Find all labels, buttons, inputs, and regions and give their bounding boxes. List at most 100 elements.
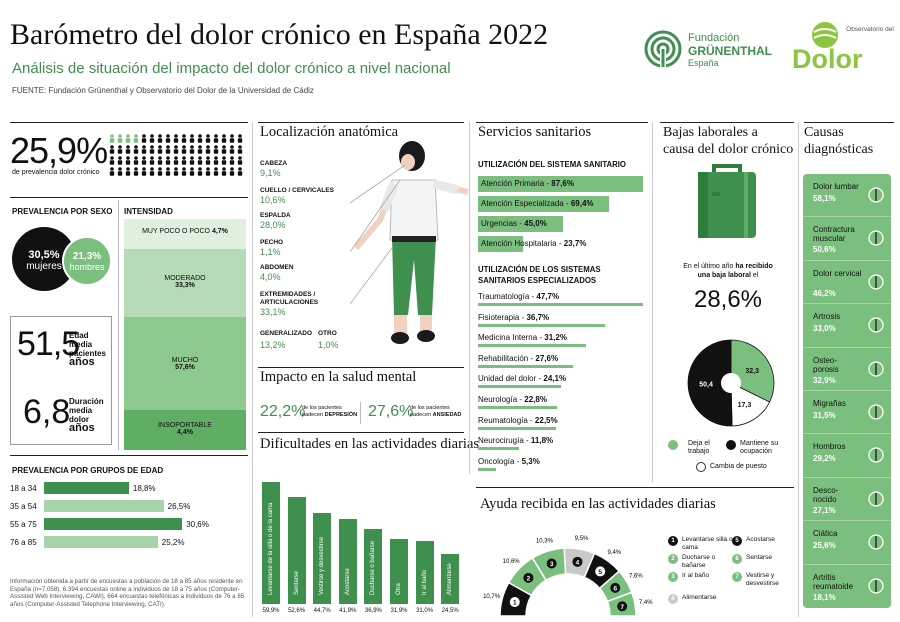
spec-title2: SANITARIOS ESPECIALIZADOS [478,276,597,285]
person-icon [141,145,147,154]
difficulty-bar-label: Alimentarse [447,563,454,595]
difficulty-bar: Vestirse y desvestirse [313,512,332,604]
otro-label: OTRO [318,330,337,337]
grunenthal-logo-icon [644,30,682,68]
help-arc-value: 9,4% [607,550,621,556]
leave-value: 28,6% [693,286,763,313]
anatomy-item-label: ESPALDA [260,212,291,219]
cause-item: Artrosis 33,0% [803,304,891,348]
spec-label-text: Fisioterapia - [478,312,527,322]
anatomy-item-value: 1,1% [260,247,281,257]
person-icon [133,134,139,143]
person-icon [125,134,131,143]
anatomy-item-label: EXTREMIDADES / ARTICULACIONES [260,291,319,306]
causes-title2: diagnósticas [804,142,874,157]
person-icon [117,156,123,165]
age-group-bar [44,482,129,494]
age-group-value: 25,2% [161,538,185,547]
pie-label: 32,3 [745,368,759,375]
help-arc-key: 4 [576,559,580,566]
help-legend-label: Alimentarse [682,594,717,601]
anatomy-item-label: ABDOMEN [260,264,294,271]
cause-value: 33,0% [813,324,836,334]
difficulty-bar-label: Ducharse o bañarse [370,540,377,595]
cause-item: Dolor cervical 46,2% [803,261,891,305]
help-arc-key-dot [523,572,534,583]
leg-icon [868,534,884,550]
use-value: 87,6% [551,179,574,188]
spec-bar [478,385,562,389]
person-icon [229,145,235,154]
person-icon [125,145,131,154]
person-icon [197,145,203,154]
logo1-line1: Fundación [688,32,740,44]
help-legend-key: 6 [732,554,742,564]
age-group-bar [44,536,158,548]
anxiety-value: 27,6% [368,403,414,420]
difficulty-bar-label: Otra [396,583,402,595]
person-icon [189,134,195,143]
difficulty-bar: Alimentarse [441,554,460,604]
difficulties-title: Dificultades en las actividades diarias [260,436,480,452]
depression-text1: de los pacientes [302,405,342,411]
anatomy-item: ESPALDA 28,0% [260,212,360,230]
spec-bar [478,447,519,451]
person-icon [197,167,203,176]
person-icon [165,134,171,143]
anatomy-item-value: 4,0% [260,272,281,282]
cause-item: Hombros 29,2% [803,434,891,478]
use-chart: Atención Primaria - 87,6% Atención Especi… [478,176,646,256]
leave-text2: ha recibido [735,263,773,270]
person-icon [237,145,243,154]
person-icon [157,167,163,176]
age-label2: pacientes [69,349,106,358]
help-legend-label: Acostarse [746,536,775,543]
person-icon [205,145,211,154]
person-icon [149,145,155,154]
cause-value: 50,6% [813,245,836,255]
help-arc-value: 10,3% [536,539,554,545]
help-legend-key: 4 [668,594,678,604]
anatomy-item-label: PECHO [260,239,284,246]
help-legend-key: 2 [668,554,678,564]
leave-title1: Bajas laborales a [663,125,758,140]
person-icon [149,156,155,165]
person-icon [141,134,147,143]
use-label: Urgencias - 45,0% [481,219,547,228]
person-icon [181,134,187,143]
women-label: mujeres [26,261,62,272]
person-icon [221,167,227,176]
difficulty-bar-label: Levantarse de la silla o de la cama [268,502,274,595]
duration-unit: años [69,422,95,434]
person-icon [149,134,155,143]
logo2-top: Observatorio del [846,26,894,33]
help-arc-key: 7 [620,604,624,611]
cause-label: Osteo- porosis [813,355,839,374]
briefcase-icon [698,164,756,238]
person-icon [173,156,179,165]
pelvis-icon [868,360,884,377]
cause-value: 32,9% [813,375,836,385]
logo1-line3: España [688,58,719,68]
use-label-text: Atención Primaria - [481,179,552,188]
person-icon [237,134,243,143]
spec-label-text: Neurocirugía - [478,436,531,446]
leave-pie-chart: 32,3 17,3 50,4 [687,339,775,427]
person-icon [117,134,123,143]
spine-icon [868,187,884,203]
person-icon [125,167,131,176]
difficulty-bar: Ducharse o bañarse [364,528,383,604]
person-icon [205,134,211,143]
neck-icon [868,274,884,290]
help-legend-label: Vestirse y desvestirse [746,572,779,587]
cause-value: 18,1% [813,592,836,602]
person-icon [157,145,163,154]
logo1-line2: GRÜNENTHAL [688,44,772,58]
difficulty-bar: Acostarse [338,518,357,604]
use-bar [478,216,563,232]
difficulty-value: 36,9% [364,608,382,614]
men-value: 21,3% [72,251,102,262]
help-arc-key: 3 [550,561,554,568]
age-label1: Edad media [69,331,93,349]
page-title: Barómetro del dolor crónico en España 20… [10,18,549,51]
